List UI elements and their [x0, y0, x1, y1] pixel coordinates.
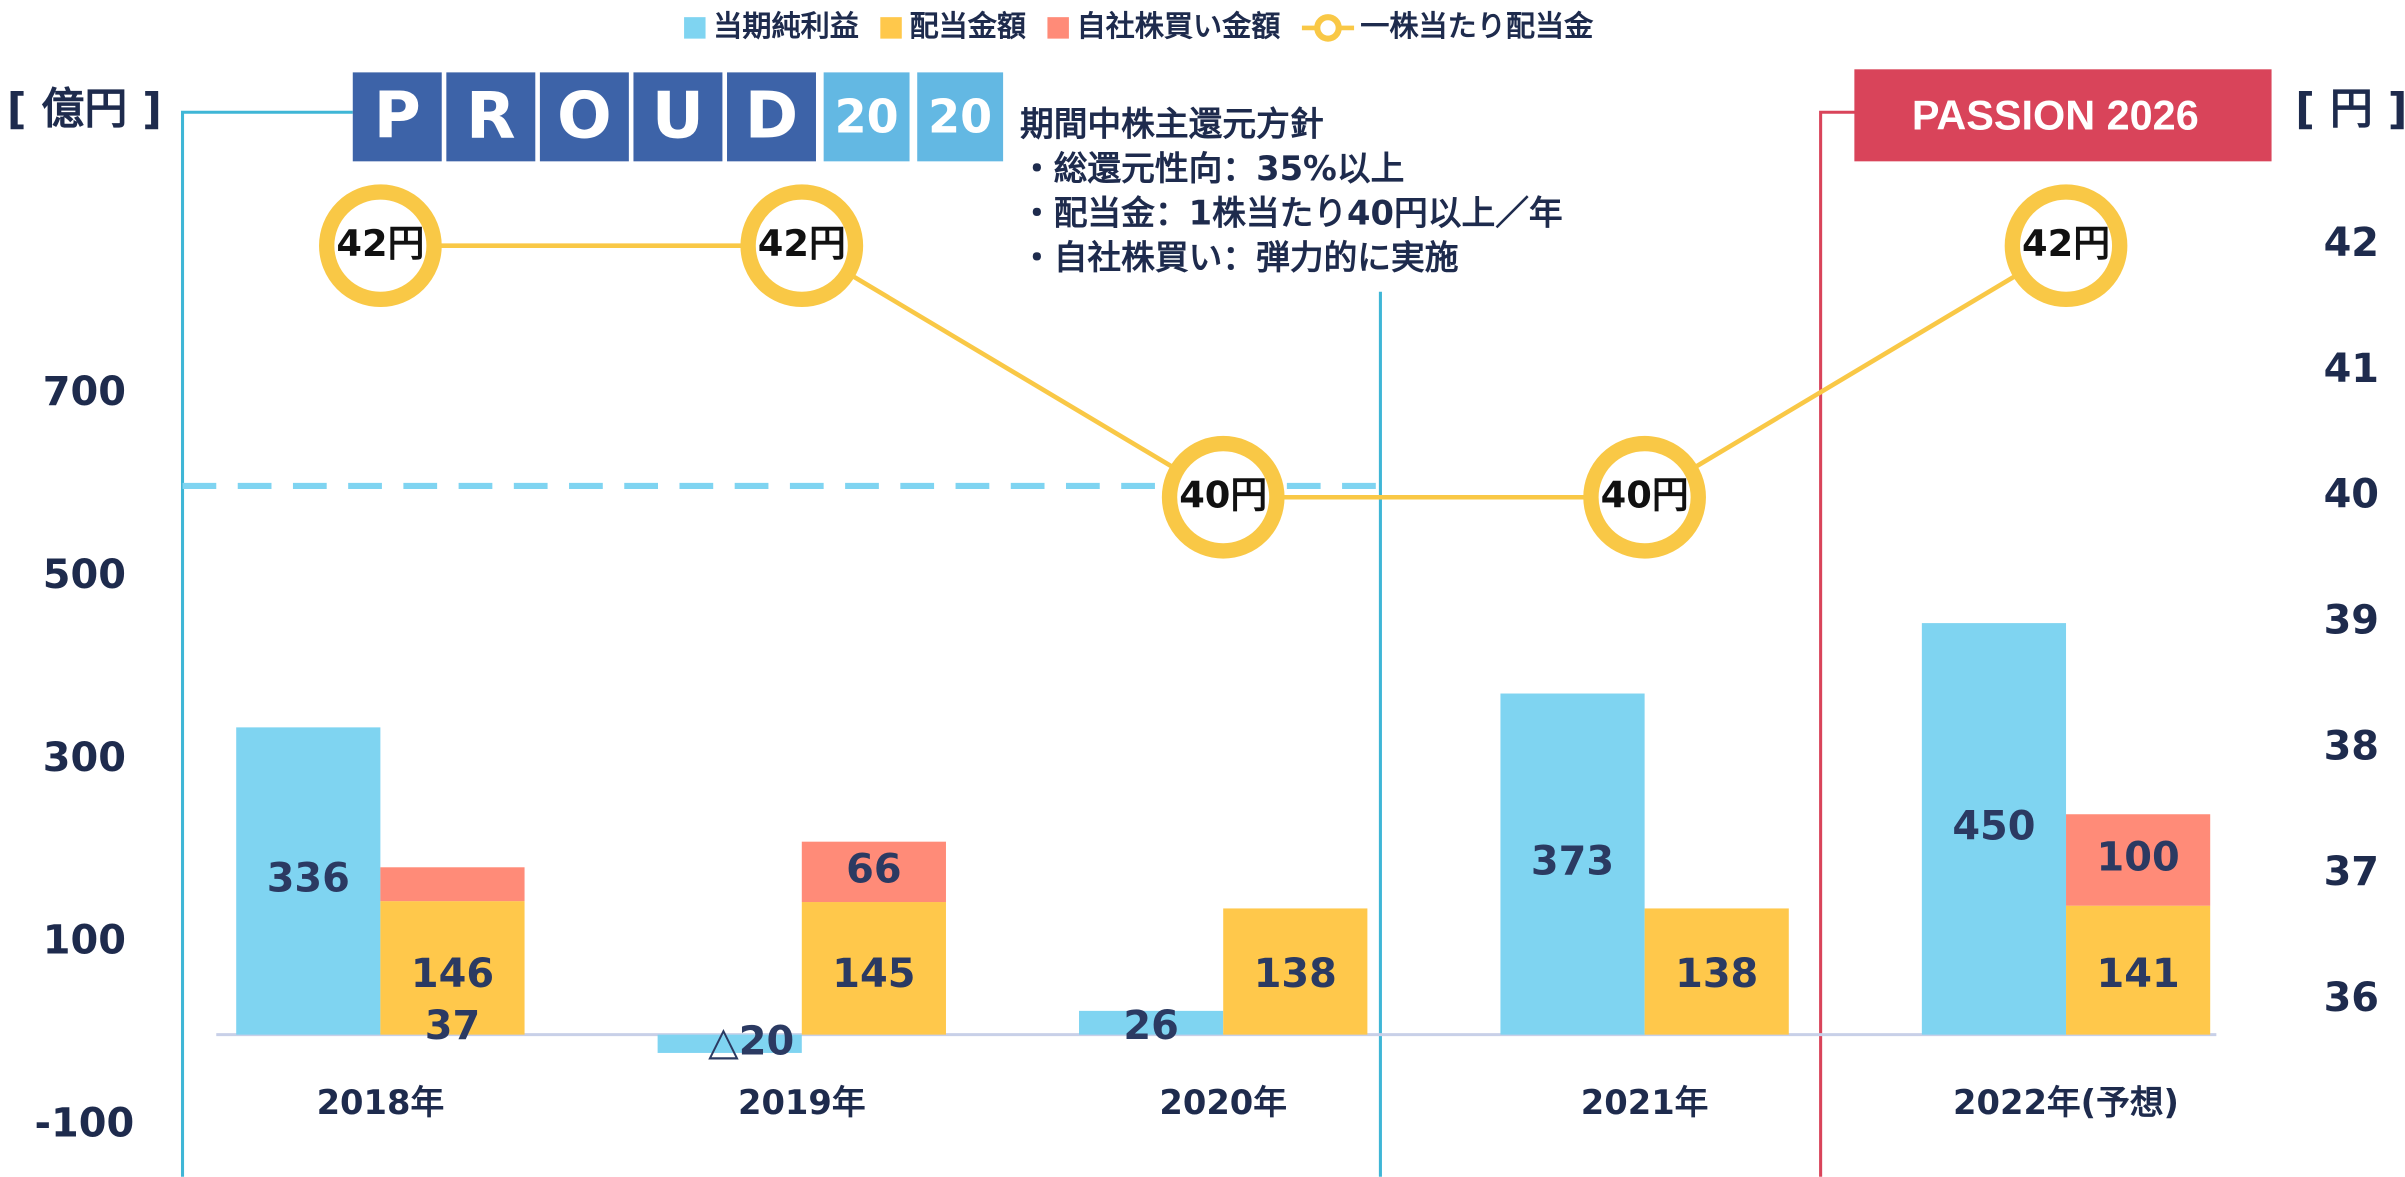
x-tick-label: 2019年: [738, 1083, 866, 1122]
y2-unit-label: [ 円 ]: [2295, 85, 2405, 135]
proud-letter-box: [352, 72, 442, 162]
bar-value-label: 138: [1675, 951, 1758, 997]
line-value-label: 40円: [1179, 474, 1267, 517]
policy: 期間中株主還元方針 ・総還元性向：35%以上 ・配当金：1株当たり40円以上／年…: [1020, 105, 1563, 277]
legend-label: 配当金額: [909, 9, 1026, 43]
frame-lines: [180, 110, 1856, 1177]
bar: [380, 867, 525, 902]
legend-marker: [1314, 14, 1342, 42]
proud-letter-box: [727, 72, 816, 162]
proud-letter: P: [374, 78, 421, 153]
policy-title: 期間中株主還元方針: [1020, 105, 1324, 144]
proud-year: 20: [835, 89, 899, 143]
line-marker: [2004, 184, 2128, 308]
proud-year: 20: [928, 89, 992, 143]
proud-letter: R: [466, 78, 516, 153]
legend-label: 自社株買い金額: [1077, 9, 1281, 43]
bar-value-label: 336: [267, 856, 350, 902]
bar-value-label: 145: [832, 951, 915, 997]
y-unit-label: [ 億円 ]: [7, 85, 162, 135]
proud-letter-box: [539, 72, 629, 162]
legend-swatch: [1047, 17, 1069, 39]
bar-value-label: △20: [708, 1018, 794, 1064]
proud-letter-box: [633, 72, 723, 162]
passion-box: [1854, 69, 2272, 162]
line-value-label: 40円: [1601, 474, 1689, 517]
y2-tick-label: 40: [2324, 472, 2379, 518]
bar-value-label: 450: [1952, 803, 2035, 849]
bar-value-label: 373: [1531, 839, 1614, 885]
proud-letter: U: [652, 78, 704, 153]
legend-label: 一株当たり配当金: [1360, 9, 1594, 43]
x-tick-label: 2022年(予想): [1953, 1083, 2179, 1122]
bar: [1644, 908, 1789, 1035]
y-tick-label: -100: [34, 1101, 134, 1147]
bar-value-label: 66: [846, 846, 901, 892]
legend-swatch: [880, 17, 902, 39]
bar: [657, 1034, 802, 1053]
passion-label: PASSION 2026: [1912, 92, 2199, 138]
proud-letter: O: [557, 78, 612, 153]
proud-letter-box: [446, 72, 536, 162]
y2-tick-label: 42: [2324, 220, 2379, 266]
y2-tick-label: 39: [2324, 598, 2379, 644]
bar: [801, 841, 946, 903]
bar: [380, 901, 525, 1035]
proud-logo: P R O U D 20 20: [352, 72, 1004, 162]
passion-bracket: [1819, 110, 1856, 1177]
y2-tick-label: 37: [2324, 849, 2379, 895]
bar: [2066, 814, 2211, 906]
proud-year-box: [917, 72, 1004, 162]
policy-item: ・配当金：1株当たり40円以上／年: [1020, 194, 1563, 233]
legend-label: 当期純利益: [713, 9, 859, 43]
proud-bracket: [180, 110, 353, 1177]
x-tick-label: 2021年: [1581, 1083, 1709, 1122]
bar-value-label: 26: [1123, 1003, 1178, 1049]
bar: [1223, 908, 1368, 1035]
line-value-label: 42円: [758, 222, 846, 265]
y2-tick-label: 41: [2324, 346, 2379, 392]
proud-letter: D: [745, 78, 798, 153]
policy-item: ・総還元性向：35%以上: [1020, 149, 1404, 188]
bar-value-label: 100: [2097, 834, 2180, 880]
bar: [236, 727, 381, 1035]
bar-value-label: 141: [2097, 951, 2180, 997]
x-tick-label: 2020年: [1159, 1083, 1287, 1122]
line-value-label: 42円: [2022, 222, 2110, 265]
line-marker: [740, 184, 864, 308]
line-marker: [1161, 435, 1285, 559]
y2-tick-label: 36: [2324, 975, 2379, 1021]
policy-item: ・自社株買い：弾力的に実施: [1020, 238, 1459, 277]
bar-value-label: 138: [1254, 951, 1337, 997]
y-tick-label: 500: [43, 552, 126, 598]
bar: [1500, 693, 1645, 1035]
bar: [2066, 905, 2211, 1035]
line-marker: [319, 184, 442, 308]
line-marker: [1583, 435, 1706, 559]
y-tick-label: 700: [43, 369, 126, 415]
x-tick-label: 2018年: [317, 1083, 445, 1122]
bar: [801, 902, 946, 1035]
proud-year-box: [823, 72, 910, 162]
y-tick-label: 100: [43, 918, 126, 964]
bar: [1079, 1010, 1224, 1035]
bar-value-label: 37: [425, 1003, 480, 1049]
legend-swatch: [684, 17, 706, 39]
line-value-label: 42円: [336, 222, 424, 265]
y2-tick-label: 38: [2324, 723, 2379, 769]
bar: [1921, 623, 2067, 1035]
bar-value-label: 146: [411, 951, 494, 997]
y-tick-label: 300: [43, 735, 126, 781]
